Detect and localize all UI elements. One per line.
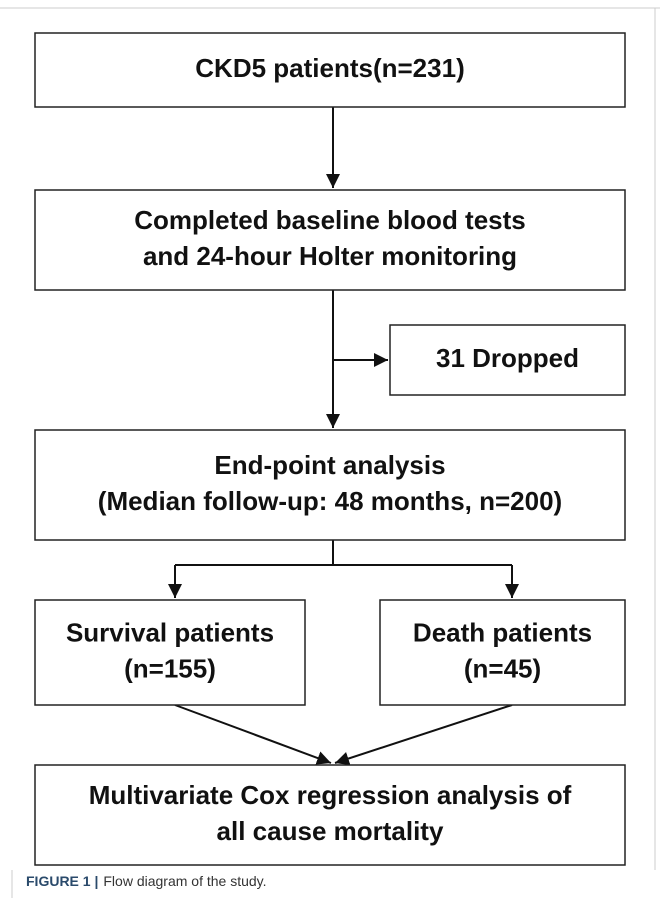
node-label: (n=45) xyxy=(464,653,541,683)
caption-label: FIGURE 1 | xyxy=(26,873,98,889)
node-label: Multivariate Cox regression analysis of xyxy=(89,780,572,810)
node-label: Survival patients xyxy=(66,617,274,647)
node-label: Death patients xyxy=(413,617,592,647)
node-box xyxy=(34,429,626,541)
node-box xyxy=(379,599,626,706)
arrow xyxy=(334,704,513,766)
node-box xyxy=(34,189,626,291)
node-label: (n=155) xyxy=(124,653,216,683)
node-label: End-point analysis xyxy=(214,450,445,480)
node-label: 31 Dropped xyxy=(436,343,579,373)
node-box xyxy=(389,324,626,396)
arrow xyxy=(174,704,332,765)
node-label: (Median follow-up: 48 months, n=200) xyxy=(98,486,562,516)
node-box xyxy=(34,764,626,866)
node-label: Completed baseline blood tests xyxy=(134,205,526,235)
node-label: all cause mortality xyxy=(217,816,444,846)
arrows xyxy=(168,107,519,766)
node-label: and 24-hour Holter monitoring xyxy=(143,241,517,271)
caption: FIGURE 1 | Flow diagram of the study. xyxy=(26,873,267,889)
node-label: CKD5 patients(n=231) xyxy=(195,53,464,83)
caption-text: Flow diagram of the study. xyxy=(103,873,266,889)
node-box xyxy=(34,32,626,108)
node-box xyxy=(34,599,306,706)
